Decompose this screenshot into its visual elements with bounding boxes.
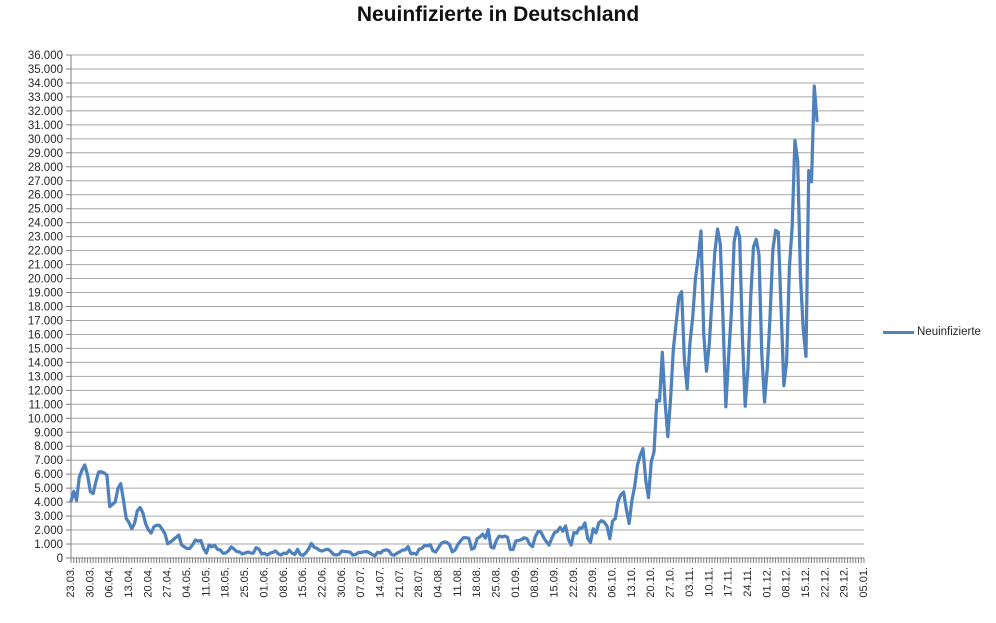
y-axis-label: 16.000 bbox=[28, 329, 63, 341]
x-axis-label: 27.04. bbox=[162, 567, 174, 598]
x-axis-label: 04.05. bbox=[181, 567, 193, 598]
y-axis-label: 36.000 bbox=[28, 50, 63, 62]
y-axis-label: 20.000 bbox=[28, 274, 63, 286]
x-axis-label: 11.08. bbox=[452, 567, 464, 597]
x-axis-label: 06.04. bbox=[104, 567, 116, 598]
legend: Neuinfizierte bbox=[883, 326, 981, 338]
x-axis-label: 06.10. bbox=[607, 567, 619, 598]
y-axis-label: 17.000 bbox=[28, 315, 63, 327]
x-axis-label: 21.07. bbox=[394, 567, 406, 598]
x-axis-label: 08.06. bbox=[278, 567, 290, 598]
y-axis-label: 4.000 bbox=[34, 497, 63, 509]
x-axis-label: 24.11. bbox=[742, 567, 754, 597]
y-axis-label: 29.000 bbox=[28, 148, 63, 160]
x-axis-label: 05.01. bbox=[858, 567, 870, 598]
x-axis-label: 04.08. bbox=[432, 567, 444, 598]
y-axis-label: 23.000 bbox=[28, 232, 63, 244]
x-axis-label: 10.11. bbox=[703, 567, 715, 597]
y-axis-label: 24.000 bbox=[28, 218, 63, 230]
y-axis-label: 22.000 bbox=[28, 246, 63, 258]
x-axis-label: 01.06. bbox=[258, 567, 270, 598]
x-axis-label: 15.06. bbox=[297, 567, 309, 598]
x-axis-label: 28.07. bbox=[413, 567, 425, 598]
x-axis-label: 27.10. bbox=[665, 567, 677, 598]
x-axis-label: 22.09. bbox=[568, 567, 580, 598]
legend-line-swatch bbox=[883, 330, 914, 334]
x-axis-label: 25.08. bbox=[491, 567, 503, 598]
y-axis-label: 3.000 bbox=[34, 511, 63, 523]
x-axis-label: 20.04. bbox=[142, 567, 154, 598]
y-axis-label: 31.000 bbox=[28, 120, 63, 132]
y-axis-label: 2.000 bbox=[34, 525, 63, 537]
y-axis-label: 26.000 bbox=[28, 190, 63, 202]
x-axis-label: 22.12. bbox=[819, 567, 831, 598]
y-axis-label: 15.000 bbox=[28, 343, 63, 355]
y-axis-label: 6.000 bbox=[34, 469, 63, 481]
y-axis-label: 1.000 bbox=[34, 539, 63, 551]
y-axis-label: 9.000 bbox=[34, 427, 63, 439]
y-axis-label: 8.000 bbox=[34, 441, 63, 453]
y-axis-label: 5.000 bbox=[34, 483, 63, 495]
x-axis-label: 07.07. bbox=[355, 567, 367, 598]
y-axis-label: 35.000 bbox=[28, 64, 63, 76]
series-line-neuinfizierte bbox=[69, 84, 819, 558]
x-axis-label: 20.10. bbox=[645, 567, 657, 598]
y-axis-label: 7.000 bbox=[34, 455, 63, 467]
x-axis-label: 25.05. bbox=[239, 567, 251, 598]
x-axis-label: 18.08. bbox=[471, 567, 483, 598]
x-axis-label: 30.06. bbox=[336, 567, 348, 598]
x-axis-label: 15.09. bbox=[549, 567, 561, 598]
x-axis-label: 18.05. bbox=[220, 567, 232, 598]
y-axis-label: 28.000 bbox=[28, 162, 63, 174]
x-axis-label: 08.09. bbox=[529, 567, 541, 598]
x-axis-label: 01.09. bbox=[510, 567, 522, 598]
y-axis-label: 13.000 bbox=[28, 371, 63, 383]
y-axis-label: 27.000 bbox=[28, 176, 63, 188]
y-axis-label: 21.000 bbox=[28, 260, 63, 272]
x-axis-label: 15.12. bbox=[800, 567, 812, 598]
x-axis-label: 23.03. bbox=[65, 567, 77, 598]
y-axis-label: 32.000 bbox=[28, 106, 63, 118]
x-axis-label: 13.04. bbox=[123, 567, 135, 598]
y-axis-label: 25.000 bbox=[28, 204, 63, 216]
x-axis-label: 01.12. bbox=[761, 567, 773, 598]
x-axis-label: 30.03. bbox=[84, 567, 96, 598]
x-axis-label: 03.11. bbox=[684, 567, 696, 597]
y-axis-label: 19.000 bbox=[28, 288, 63, 300]
x-axis-label: 11.05. bbox=[200, 567, 212, 597]
y-axis-label: 34.000 bbox=[28, 78, 63, 90]
x-axis-label: 29.09. bbox=[587, 567, 599, 598]
y-axis-label: 0 bbox=[57, 553, 63, 565]
y-axis-label: 10.000 bbox=[28, 413, 63, 425]
x-axis-label: 13.10. bbox=[626, 567, 638, 598]
y-axis-label: 30.000 bbox=[28, 134, 63, 146]
chart-title: Neuinfizierte in Deutschland bbox=[356, 3, 640, 26]
x-axis-label: 22.06. bbox=[316, 567, 328, 598]
x-axis-label: 08.12. bbox=[781, 567, 793, 598]
y-axis-label: 12.000 bbox=[28, 385, 63, 397]
y-axis-label: 14.000 bbox=[28, 357, 63, 369]
x-axis-label: 17.11. bbox=[723, 567, 735, 597]
x-axis-label: 14.07. bbox=[374, 567, 386, 598]
y-axis-label: 18.000 bbox=[28, 302, 63, 314]
y-axis-label: 11.000 bbox=[29, 399, 63, 411]
legend-label: Neuinfizierte bbox=[917, 326, 981, 338]
y-axis-label: 33.000 bbox=[28, 92, 63, 104]
x-axis-label: 29.12. bbox=[839, 567, 851, 598]
